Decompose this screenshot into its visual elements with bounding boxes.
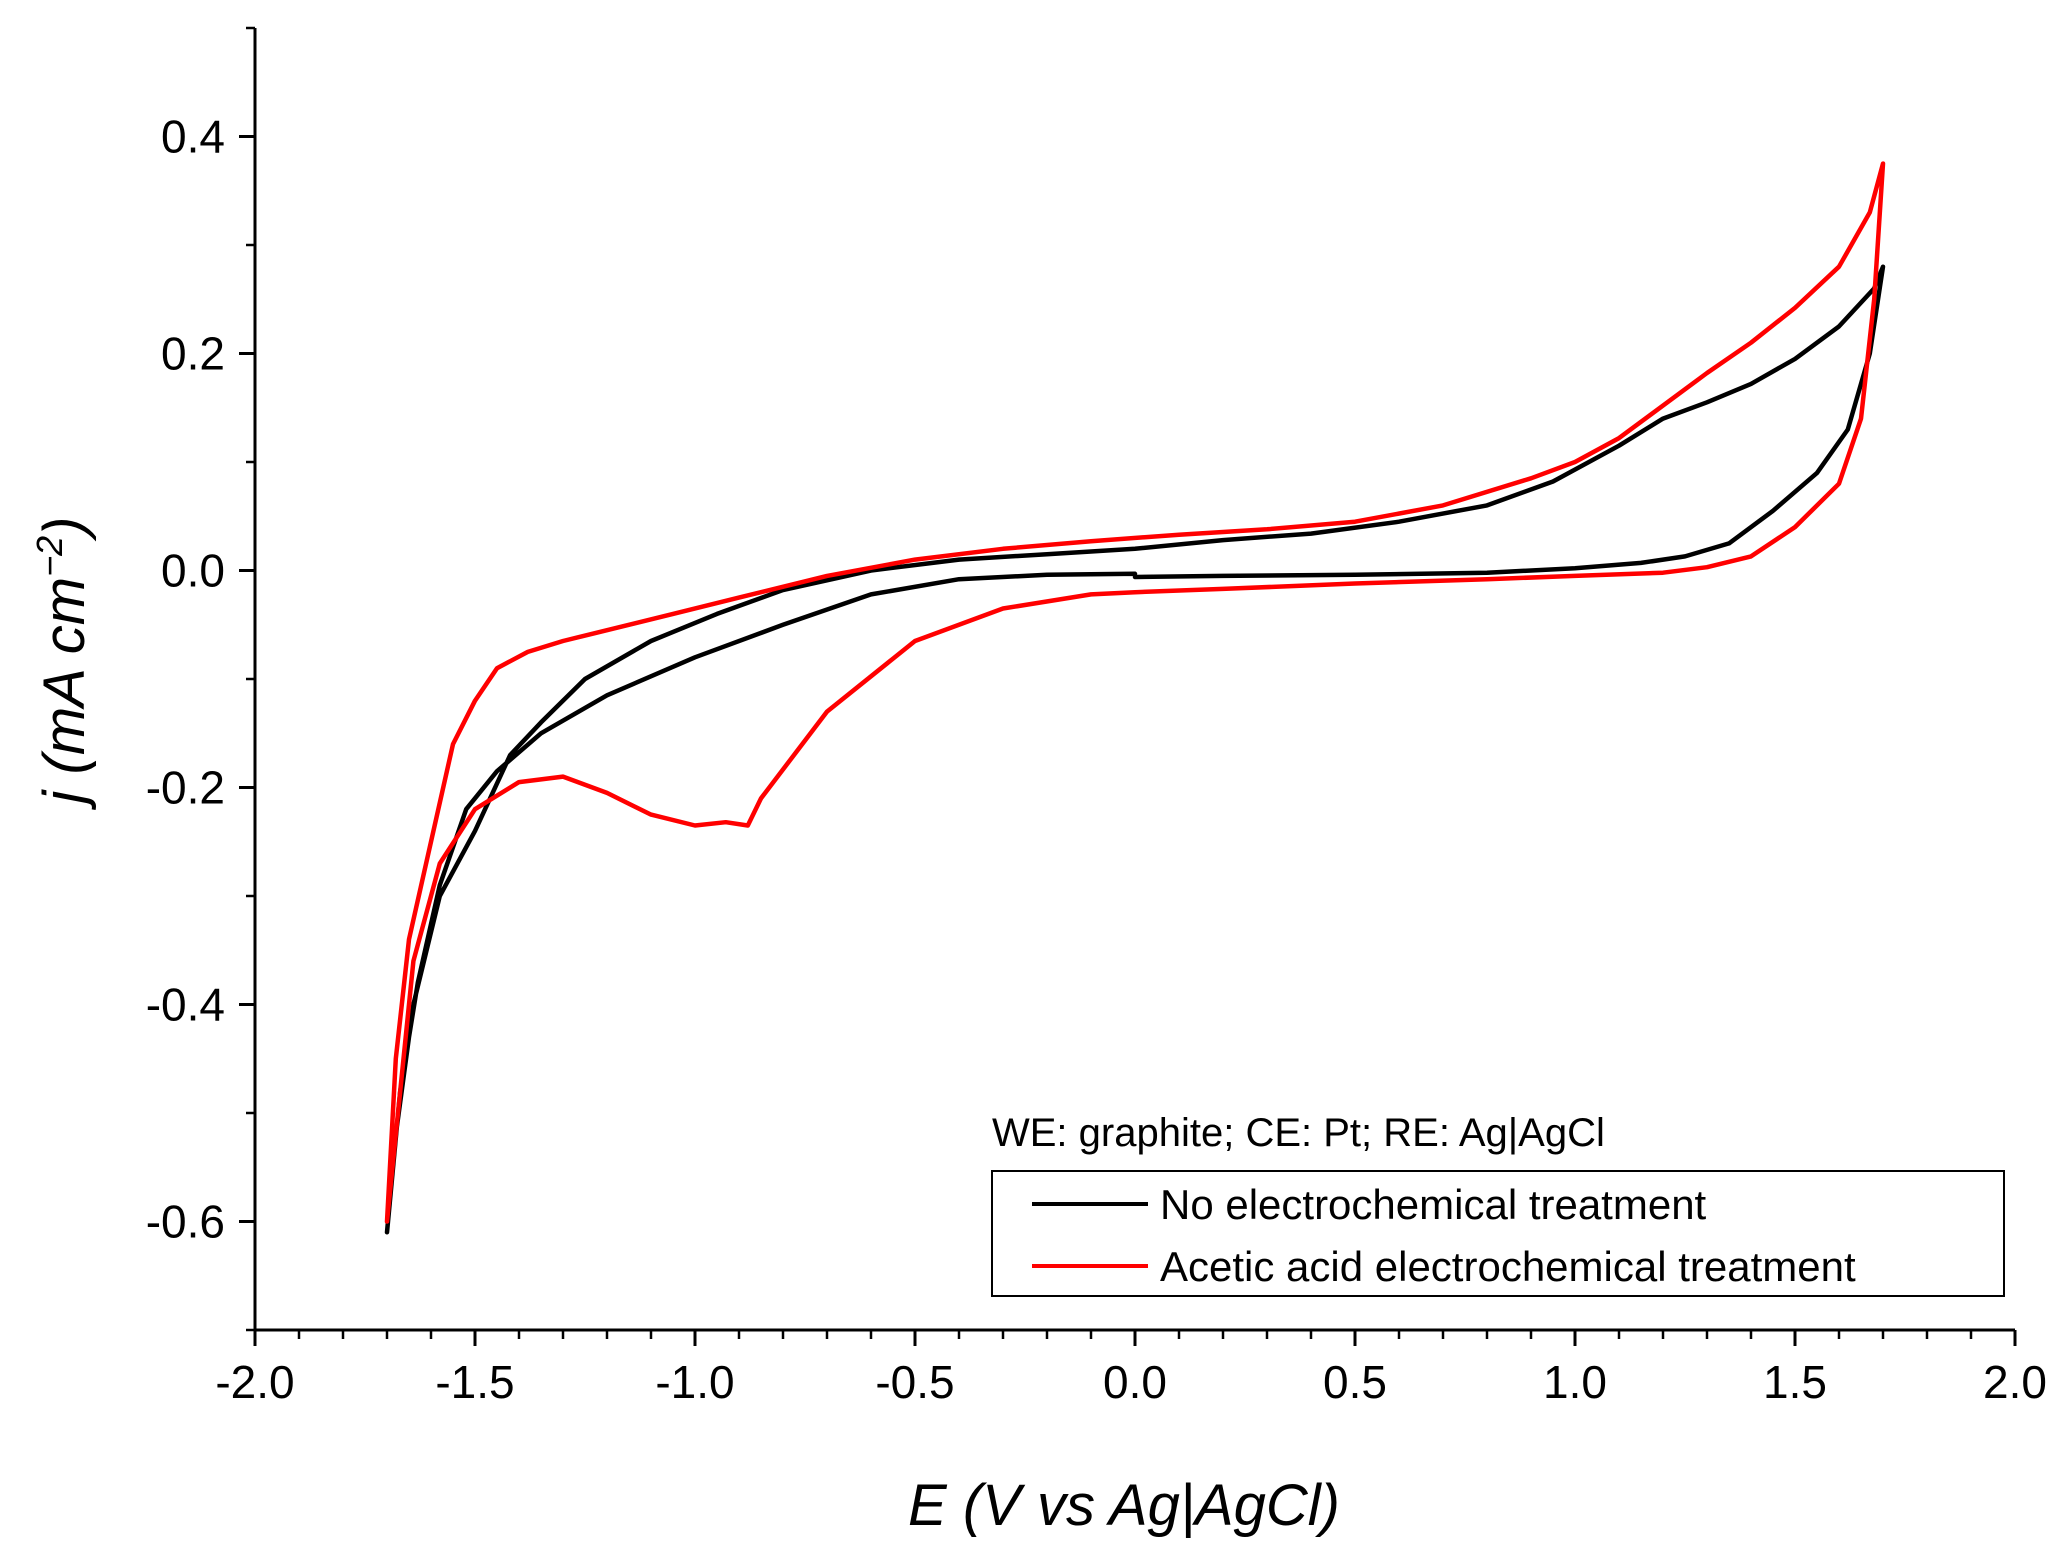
y-tick-label: 0.0 xyxy=(161,545,225,597)
series-line-acetic-acid xyxy=(384,161,1886,1224)
x-tick-label: -0.5 xyxy=(875,1356,954,1408)
legend-label-no-treatment: No electrochemical treatment xyxy=(1160,1181,1707,1228)
x-tick-label: 0.0 xyxy=(1103,1356,1167,1408)
legend: No electrochemical treatment Acetic acid… xyxy=(991,1170,2005,1297)
y-tick-label: -0.2 xyxy=(146,762,225,814)
x-axis-ticks: -2.0 -1.5 -1.0 -0.5 0.0 0.5 1.0 1.5 2.0 xyxy=(215,1330,2047,1408)
legend-title: WE: graphite; CE: Pt; RE: Ag|AgCl xyxy=(992,1111,1605,1155)
y-tick-label: 0.2 xyxy=(161,328,225,380)
y-axis-title-main: j (mA cm xyxy=(32,577,97,811)
y-axis-ticks: -0.6 -0.4 -0.2 0.0 0.2 0.4 xyxy=(146,26,255,1332)
x-axis-title: E (V vs Ag|AgCl) xyxy=(908,1473,1340,1538)
series-line-no-treatment xyxy=(384,264,1886,1235)
x-tick-label: 0.5 xyxy=(1323,1356,1387,1408)
legend-box xyxy=(991,1170,2005,1297)
y-tick-label: 0.4 xyxy=(161,111,225,163)
legend-label-acetic-acid: Acetic acid electrochemical treatment xyxy=(1160,1243,1856,1290)
x-tick-label: 1.5 xyxy=(1763,1356,1827,1408)
series-layer xyxy=(384,161,1886,1235)
x-tick-label: -1.5 xyxy=(435,1356,514,1408)
x-tick-label: 2.0 xyxy=(1983,1356,2047,1408)
y-tick-label: -0.4 xyxy=(146,979,225,1031)
y-axis-title-superscript: −2 xyxy=(29,536,70,577)
x-tick-label: -2.0 xyxy=(215,1356,294,1408)
y-axis-title: j (mA cm−2) xyxy=(29,517,97,811)
x-tick-label: 1.0 xyxy=(1543,1356,1607,1408)
x-tick-label: -1.0 xyxy=(655,1356,734,1408)
y-tick-label: -0.6 xyxy=(146,1196,225,1248)
